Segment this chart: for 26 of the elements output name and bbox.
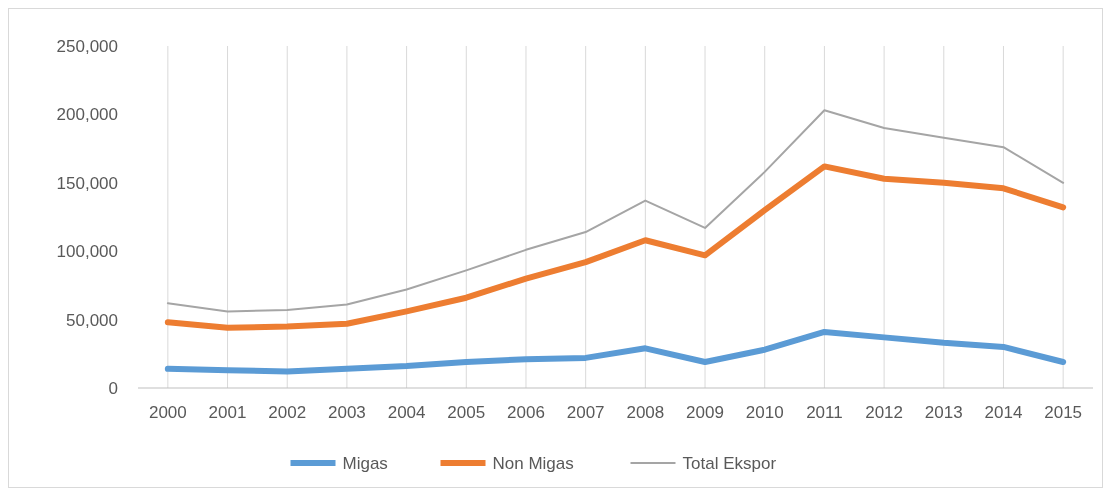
legend-label: Migas xyxy=(342,453,388,473)
x-tick-label: 2004 xyxy=(387,403,426,422)
x-tick-label: 2010 xyxy=(745,403,784,422)
x-tick-label: 2005 xyxy=(447,403,486,422)
line-series xyxy=(166,109,1065,313)
x-tick-label: 2009 xyxy=(686,403,724,422)
legend-label: Total Ekspor xyxy=(682,453,777,473)
x-tick-label: 2012 xyxy=(865,403,904,422)
x-tick-label: 2001 xyxy=(208,403,247,422)
x-tick-label: 2002 xyxy=(268,403,307,422)
x-tick-label: 2007 xyxy=(566,403,605,422)
y-tick-label: 50,000 xyxy=(66,310,118,330)
x-tick-label: 2015 xyxy=(1044,403,1083,422)
x-tick-label: 2006 xyxy=(507,403,545,422)
legend-label: Non Migas xyxy=(492,453,574,473)
x-tick-label: 2000 xyxy=(148,403,187,422)
x-tick-label: 2014 xyxy=(984,403,1023,422)
y-tick-label: 0 xyxy=(108,378,118,398)
y-tick-label: 250,000 xyxy=(56,36,118,56)
y-tick-label: 200,000 xyxy=(56,105,118,125)
x-tick-label: 2008 xyxy=(626,403,665,422)
x-tick-label: 2011 xyxy=(806,403,843,422)
x-tick-label: 2013 xyxy=(924,403,963,422)
y-tick-label: 100,000 xyxy=(56,242,118,262)
x-tick-label: 2003 xyxy=(327,403,366,422)
y-tick-label: 150,000 xyxy=(56,173,118,193)
